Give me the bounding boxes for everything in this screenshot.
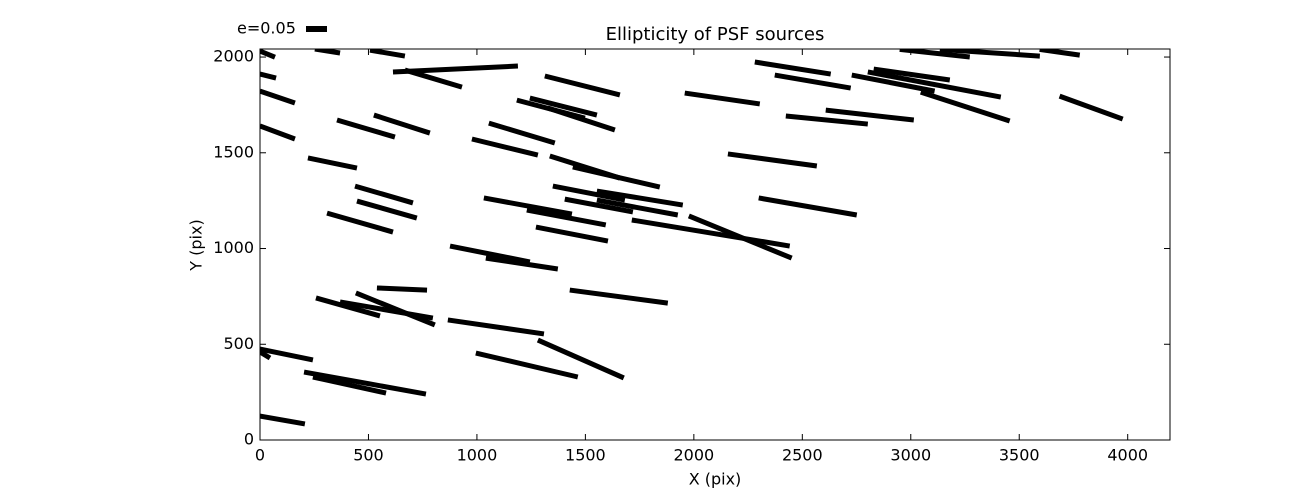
- whisker: [376, 285, 428, 293]
- whisker: [754, 59, 832, 77]
- whisker-layer: [260, 49, 1124, 427]
- whisker: [369, 49, 406, 59]
- whisker: [260, 71, 277, 81]
- y-tick-label: 0: [244, 430, 254, 449]
- whisker: [307, 155, 358, 171]
- whisker: [260, 413, 306, 427]
- whisker: [356, 198, 418, 221]
- whisker: [260, 88, 296, 106]
- whisker: [260, 123, 296, 142]
- whisker: [260, 349, 272, 361]
- x-tick-label: 2500: [782, 446, 823, 465]
- whisker: [404, 67, 463, 90]
- whisker: [899, 49, 971, 60]
- whisker: [687, 213, 793, 261]
- whisker: [373, 112, 431, 136]
- whisker: [483, 195, 573, 217]
- y-tick-label: 500: [223, 334, 254, 353]
- whisker: [564, 196, 634, 215]
- x-axis-label: X (pix): [689, 470, 742, 489]
- whisker: [475, 350, 579, 380]
- x-tick-label: 4000: [1107, 446, 1148, 465]
- whisker: [572, 164, 661, 190]
- x-tick-label: 3000: [890, 446, 931, 465]
- whisker: [449, 243, 531, 265]
- whisker: [354, 290, 436, 328]
- whisker: [684, 90, 761, 107]
- whisker: [596, 197, 679, 218]
- whisker: [303, 369, 427, 397]
- whisker: [535, 224, 609, 244]
- whisker: [536, 337, 625, 381]
- whisker: [471, 136, 539, 158]
- whisker: [758, 195, 858, 218]
- whisker: [867, 69, 1002, 100]
- whisker: [851, 72, 936, 94]
- whisker: [631, 217, 791, 249]
- whisker: [526, 207, 607, 228]
- whisker: [939, 49, 1041, 59]
- y-tick-label: 1500: [213, 142, 254, 161]
- whisker: [1039, 49, 1081, 58]
- y-axis-label: Y (pix): [187, 219, 206, 271]
- plot-frame: [259, 48, 1171, 441]
- whisker: [544, 73, 621, 98]
- chart-title: Ellipticity of PSF sources: [606, 24, 825, 45]
- whisker: [919, 89, 1011, 124]
- whisker: [315, 295, 381, 319]
- whisker: [260, 49, 276, 60]
- whisker: [529, 95, 598, 118]
- whisker: [1058, 93, 1124, 122]
- whisker: [569, 287, 669, 306]
- whisker: [552, 183, 626, 203]
- y-tick-label: 1000: [213, 238, 254, 257]
- x-tick-label: 2000: [673, 446, 714, 465]
- x-tick-label: 1500: [565, 446, 606, 465]
- legend-label: e=0.05: [237, 19, 296, 38]
- whisker: [326, 210, 394, 235]
- whisker: [447, 317, 545, 337]
- whisker: [774, 72, 852, 91]
- whisker: [547, 105, 616, 133]
- whisker: [785, 113, 869, 127]
- x-tick-label: 500: [353, 446, 384, 465]
- x-tick-label: 3500: [999, 446, 1040, 465]
- whisker: [485, 255, 559, 272]
- whisker: [873, 66, 951, 83]
- whisker: [314, 49, 341, 56]
- whisker: [312, 374, 387, 396]
- whisker: [336, 117, 396, 140]
- x-tick-label: 1000: [457, 446, 498, 465]
- whisker: [596, 188, 684, 208]
- whisker: [260, 346, 314, 363]
- whisker: [825, 107, 915, 123]
- whisker: [488, 120, 556, 146]
- y-tick-label: 2000: [213, 47, 254, 66]
- whisker: [354, 183, 414, 206]
- whisker: [727, 151, 818, 169]
- x-tick-label: 0: [255, 446, 265, 465]
